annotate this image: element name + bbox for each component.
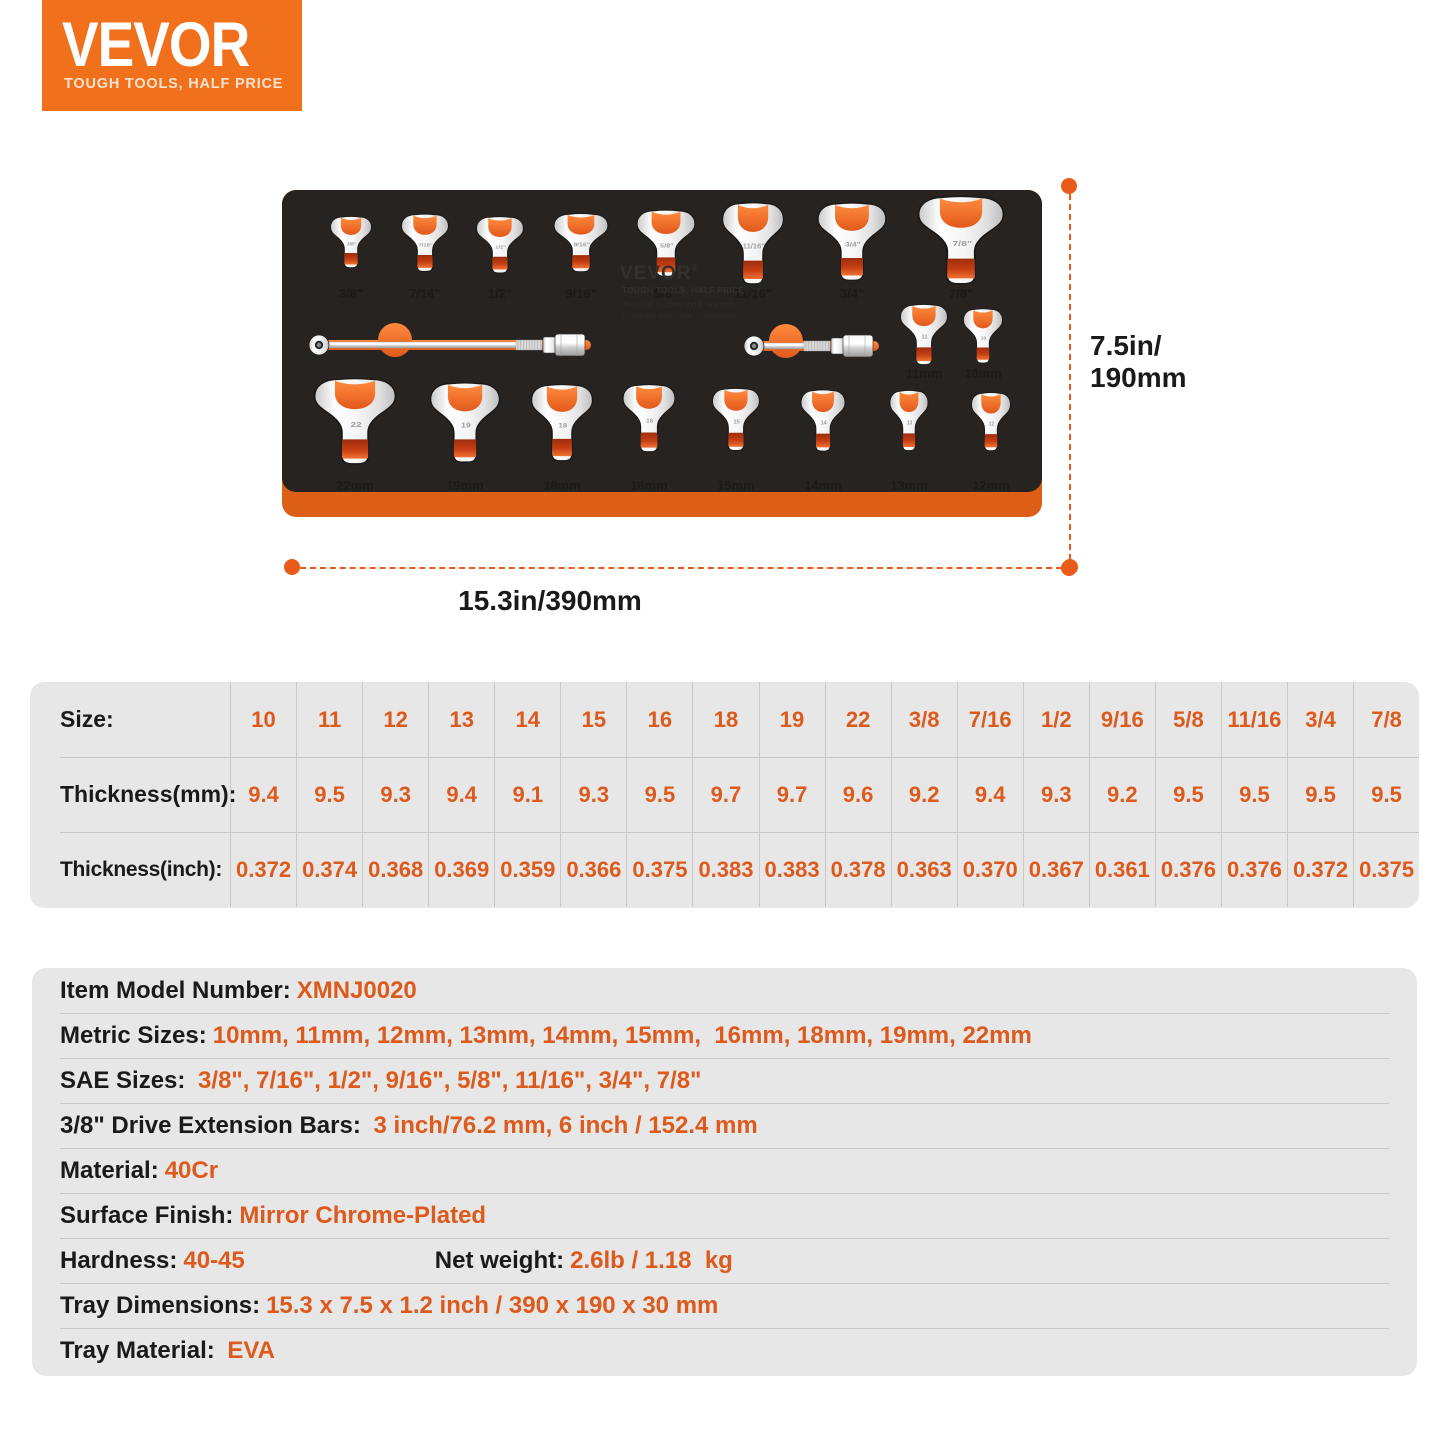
- svg-text:11/16": 11/16": [743, 242, 765, 251]
- svg-text:3/8": 3/8": [339, 286, 363, 301]
- svg-text:1/2": 1/2": [495, 245, 506, 250]
- svg-text:3/8": 3/8": [347, 242, 356, 248]
- svg-text:13mm: 13mm: [890, 478, 928, 493]
- svg-text:12: 12: [989, 421, 995, 427]
- svg-text:15: 15: [733, 420, 740, 426]
- svg-text:15mm: 15mm: [717, 478, 755, 493]
- svg-text:13: 13: [907, 420, 912, 426]
- svg-text:22: 22: [351, 420, 362, 428]
- svg-text:10: 10: [981, 336, 987, 342]
- svg-text:14: 14: [821, 421, 827, 427]
- svg-text:7/16": 7/16": [419, 243, 434, 248]
- svg-text:11mm: 11mm: [906, 366, 943, 381]
- svg-text:16: 16: [646, 418, 654, 425]
- svg-text:VEVOR®: VEVOR®: [620, 263, 700, 284]
- svg-text:1/2": 1/2": [488, 286, 512, 301]
- svg-text:3/4": 3/4": [845, 241, 861, 249]
- svg-text:10mm: 10mm: [964, 366, 1002, 381]
- svg-text:19: 19: [461, 422, 471, 430]
- svg-text:Technical Support and E-Warran: Technical Support and E-Warranty: [622, 300, 736, 309]
- svg-text:19mm: 19mm: [446, 478, 484, 493]
- svg-text:18: 18: [559, 422, 567, 429]
- svg-text:Certificate www.vevor.com/supp: Certificate www.vevor.com/support: [622, 311, 738, 320]
- svg-text:7/8": 7/8": [949, 286, 973, 301]
- svg-text:3/4": 3/4": [840, 286, 864, 301]
- svg-text:TOUGH TOOLS, HALF PRICE: TOUGH TOOLS, HALF PRICE: [622, 286, 744, 295]
- svg-text:9/16": 9/16": [565, 286, 596, 301]
- svg-text:16mm: 16mm: [630, 478, 668, 493]
- svg-text:11: 11: [922, 335, 928, 341]
- svg-text:12mm: 12mm: [972, 478, 1010, 493]
- svg-text:5/8": 5/8": [660, 243, 673, 249]
- svg-text:22mm: 22mm: [336, 478, 374, 493]
- svg-text:14mm: 14mm: [804, 478, 842, 493]
- svg-text:7/16": 7/16": [409, 286, 440, 301]
- svg-text:18mm: 18mm: [543, 478, 581, 493]
- svg-text:7/8": 7/8": [952, 239, 972, 247]
- svg-text:9/16": 9/16": [574, 243, 590, 248]
